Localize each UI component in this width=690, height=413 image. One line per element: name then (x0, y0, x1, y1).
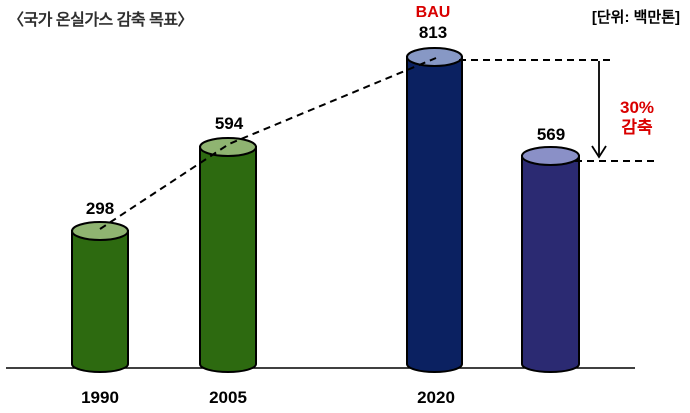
reduction-annotation: 30% 감축 (620, 98, 654, 138)
value-label-2005: 594 (214, 114, 244, 133)
bar-1990-cylinder (71, 230, 129, 373)
year-label-1990: 1990 (81, 388, 119, 407)
value-label-2020-target: 569 (536, 125, 566, 144)
bar-2020-bau-cylinder (406, 56, 463, 373)
unit-label: [단위: 백만톤] (591, 9, 680, 26)
trend-dashed-line (99, 57, 437, 230)
reduction-arrowhead-icon (591, 145, 607, 159)
bar-2020-target-cylinder (521, 155, 580, 373)
chart-title: 〈국가 온실가스 감축 목표〉 (8, 12, 194, 29)
reduction-percent: 30% (619, 98, 655, 117)
bar-2005-cylinder (199, 146, 257, 373)
value-label-2020-bau: 813 (418, 23, 448, 42)
bar-2020-bau-top-ellipse (406, 47, 463, 67)
year-label-2005: 2005 (209, 388, 247, 407)
bau-label: BAU (415, 4, 451, 21)
bar-2020-target-top-ellipse (521, 146, 580, 166)
bar-2005-top-ellipse (199, 137, 257, 157)
value-label-1990: 298 (85, 199, 115, 218)
year-label-2020: 2020 (417, 388, 455, 407)
reduction-word: 감축 (621, 118, 653, 137)
bar-1990-top-ellipse (71, 221, 129, 241)
